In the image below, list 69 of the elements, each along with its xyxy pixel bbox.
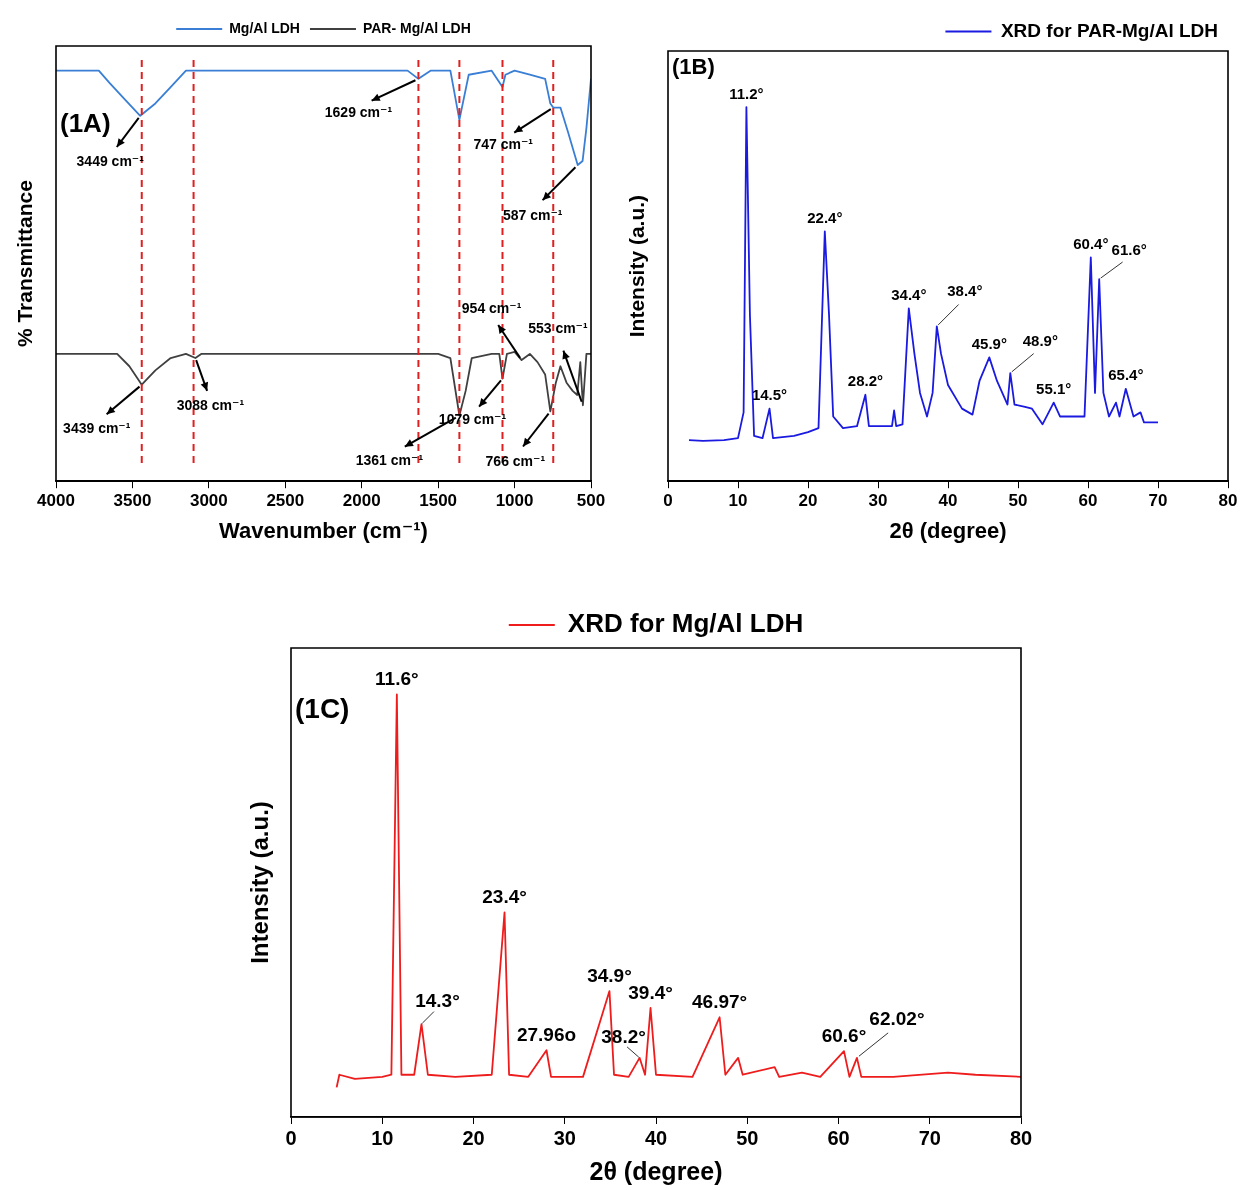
x-axis-title: 2θ (degree): [889, 517, 1007, 543]
x-tick-label: 70: [918, 1126, 941, 1149]
annotation: 1629 cm⁻¹: [324, 103, 393, 120]
y-axis-title: Intensity (a.u.): [245, 801, 273, 964]
annotation: 14.3°: [415, 990, 460, 1012]
annotation: 747 cm⁻¹: [473, 136, 534, 153]
x-tick-label: 60: [827, 1126, 850, 1149]
x-tick-label: 2500: [266, 491, 305, 511]
annotation: 34.4°: [891, 286, 927, 304]
legend-label: XRD for Mg/Al LDH: [567, 608, 804, 639]
annotation: 3439 cm⁻¹: [63, 419, 131, 436]
annotation: 27.96o: [516, 1023, 577, 1045]
x-tick-label: 1000: [495, 491, 534, 511]
x-tick-label: 20: [462, 1126, 485, 1149]
x-tick-label: 30: [553, 1126, 576, 1149]
annotation: 11.2°: [729, 84, 764, 102]
annotation: 55.1°: [1036, 380, 1072, 398]
annotation: 1361 cm⁻¹: [355, 452, 424, 469]
x-tick-label: 20: [798, 491, 818, 511]
annotation: (1C): [295, 692, 350, 724]
annotation: 587 cm⁻¹: [502, 206, 563, 223]
annotation: 22.4°: [807, 208, 843, 226]
x-tick-label: 3000: [189, 491, 228, 511]
x-tick-label: 70: [1148, 491, 1168, 511]
annotation: 61.6°: [1111, 241, 1147, 259]
x-tick-label: 500: [576, 491, 606, 511]
annotation: 11.6°: [375, 668, 419, 690]
annotation: 1079 cm⁻¹: [438, 411, 507, 428]
annotation: 14.5°: [751, 386, 788, 404]
annotation: 60.4°: [1073, 235, 1109, 253]
annotation: 23.4°: [482, 886, 527, 908]
annotation: 28.2°: [847, 372, 883, 390]
legend-label: Mg/Al LDH: [229, 19, 300, 36]
x-tick-label: 2000: [342, 491, 381, 511]
x-tick-label: 0: [663, 491, 673, 511]
annotation: 65.4°: [1108, 366, 1144, 384]
x-tick-label: 10: [728, 491, 748, 511]
x-tick-label: 60: [1078, 491, 1098, 511]
annotation: 46.97°: [692, 991, 748, 1013]
annotation: 45.9°: [971, 335, 1007, 353]
legend-label: XRD for PAR-Mg/Al LDH: [1000, 19, 1219, 41]
x-tick-label: 40: [644, 1126, 668, 1149]
annotation: 3088 cm⁻¹: [176, 396, 245, 413]
annotation: 553 cm⁻¹: [528, 320, 588, 337]
x-tick-label: 50: [736, 1126, 759, 1149]
annotation: 3449 cm⁻¹: [76, 152, 145, 169]
x-tick-label: 50: [1008, 491, 1028, 511]
x-tick-label: 40: [938, 491, 958, 511]
annotation: 954 cm⁻¹: [461, 299, 522, 316]
y-axis-title: % Transmittance: [12, 180, 36, 348]
x-tick-label: 10: [371, 1126, 394, 1149]
x-tick-label: 3500: [113, 491, 152, 511]
text: (1B): [672, 54, 715, 80]
legend-label: PAR- Mg/Al LDH: [362, 19, 471, 36]
annotation: 38.4°: [947, 282, 983, 300]
x-tick-label: 80: [1218, 491, 1238, 511]
x-tick-label: 1500: [419, 491, 458, 511]
annotation: 62.02°: [869, 1008, 925, 1030]
x-tick-label: 80: [1009, 1126, 1033, 1149]
annotation: 48.9°: [1022, 332, 1058, 350]
annotation: 766 cm⁻¹: [485, 453, 546, 470]
x-axis-title: Wavenumber (cm⁻¹): [219, 517, 428, 543]
annotation: (1A): [60, 108, 111, 139]
x-tick-label: 30: [868, 491, 888, 511]
x-tick-label: 0: [285, 1126, 297, 1149]
x-tick-label: 4000: [37, 491, 75, 511]
y-axis-title: Intensity (a.u.): [624, 194, 648, 338]
x-axis-title: 2θ (degree): [589, 1156, 723, 1185]
annotation: 60.6°: [821, 1024, 867, 1046]
